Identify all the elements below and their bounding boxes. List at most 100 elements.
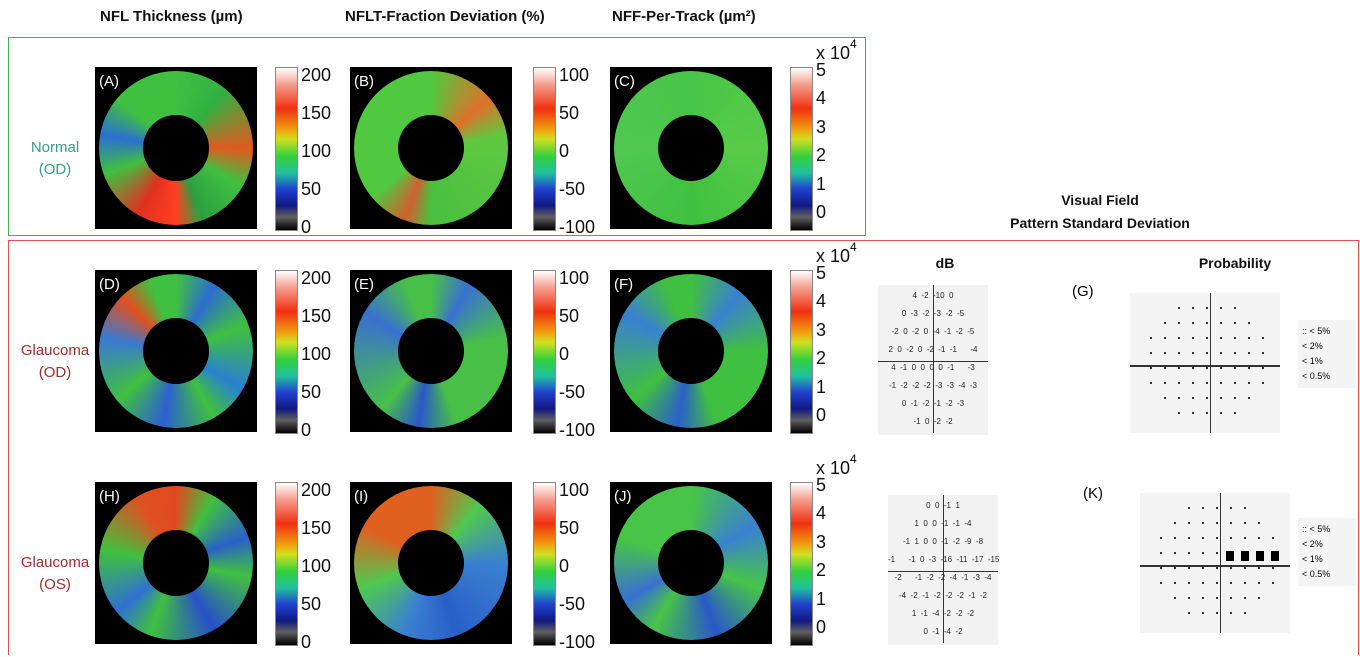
prob-dot: [1164, 367, 1166, 369]
panel-label: (E): [354, 276, 374, 293]
prob-dot: [1164, 337, 1166, 339]
column-header: NFLT-Fraction Deviation (%): [345, 8, 545, 25]
ring-hole: [398, 115, 464, 181]
row-label: Glaucoma(OD): [20, 340, 90, 384]
prob-dot: [1244, 522, 1246, 524]
prob-dot: [1230, 507, 1232, 509]
colorbar: [790, 270, 813, 434]
row-label-line: (OD): [20, 362, 90, 384]
prob-dot: [1234, 382, 1236, 384]
row-label: Normal(OD): [20, 137, 90, 181]
prob-square: [1271, 551, 1279, 561]
prob-dot: [1202, 597, 1204, 599]
prob-cross-v: [1210, 293, 1211, 433]
prob-dot: [1178, 367, 1180, 369]
colorbar-exponent: x 10: [816, 247, 850, 265]
prob-cross-h: [1130, 365, 1280, 367]
prob-dot: [1234, 337, 1236, 339]
prob-dot: [1230, 597, 1232, 599]
legend-entry: :: < 5%: [1302, 324, 1352, 339]
prob-dot: [1220, 352, 1222, 354]
prob-dot: [1258, 582, 1260, 584]
legend-entry: :: < 5%: [1302, 522, 1352, 537]
prob-dot: [1262, 337, 1264, 339]
colorbar-tick-label: 0: [559, 557, 569, 575]
colorbar-tick-label: 100: [559, 66, 589, 84]
prob-dot: [1216, 582, 1218, 584]
prob-dot: [1192, 397, 1194, 399]
prob-dot: [1164, 352, 1166, 354]
colorbar-tick-label: 5: [816, 264, 826, 282]
legend-entry: < 2%: [1302, 537, 1352, 552]
colorbar: [275, 482, 298, 646]
row-label-line: (OS): [20, 574, 90, 596]
prob-dot: [1206, 337, 1208, 339]
prob-dot: [1178, 382, 1180, 384]
panel-label: (B): [354, 73, 374, 90]
visual-field-title: Visual Field: [990, 192, 1210, 208]
colorbar: [533, 482, 556, 646]
ring-hole: [398, 530, 464, 596]
prob-dot: [1216, 612, 1218, 614]
prob-dot: [1230, 567, 1232, 569]
colorbar-tick-label: 150: [301, 519, 331, 537]
prob-dot: [1188, 597, 1190, 599]
colorbar-tick-label: 1: [816, 378, 826, 396]
prob-dot: [1178, 397, 1180, 399]
colorbar-tick-label: -50: [559, 595, 585, 613]
prob-dot: [1178, 337, 1180, 339]
panel-label: (K): [1083, 485, 1103, 502]
panel-label: (J): [614, 488, 632, 505]
prob-dot: [1206, 307, 1208, 309]
prob-dot: [1230, 582, 1232, 584]
colorbar-tick-label: 2: [816, 561, 826, 579]
prob-dot: [1192, 307, 1194, 309]
ring-map: (C): [610, 67, 772, 229]
prob-dot: [1188, 507, 1190, 509]
panel-label: (H): [99, 488, 120, 505]
probability-legend: :: < 5%< 2%< 1%< 0.5%: [1298, 320, 1356, 388]
colorbar-tick-label: 0: [559, 345, 569, 363]
prob-dot: [1244, 507, 1246, 509]
prob-square: [1226, 551, 1234, 561]
prob-dot: [1244, 612, 1246, 614]
colorbar-tick-label: 0: [559, 142, 569, 160]
db-header: dB: [925, 255, 965, 271]
prob-dot: [1234, 397, 1236, 399]
prob-dot: [1220, 307, 1222, 309]
ring-hole: [143, 115, 209, 181]
prob-dot: [1150, 337, 1152, 339]
row-label-line: (OD): [20, 159, 90, 181]
prob-dot: [1272, 567, 1274, 569]
prob-dot: [1188, 612, 1190, 614]
colorbar-tick-label: 0: [816, 618, 826, 636]
ring-map: (F): [610, 270, 772, 432]
colorbar-tick-label: 100: [301, 345, 331, 363]
colorbar-tick-label: 1: [816, 175, 826, 193]
colorbar-tick-label: 1: [816, 590, 826, 608]
prob-dot: [1160, 552, 1162, 554]
prob-dot: [1220, 412, 1222, 414]
colorbar-tick-label: 150: [301, 104, 331, 122]
colorbar-tick-label: 200: [301, 481, 331, 499]
prob-dot: [1206, 397, 1208, 399]
colorbar-tick-label: -50: [559, 180, 585, 198]
prob-square: [1241, 551, 1249, 561]
visual-field-title: Pattern Standard Deviation: [990, 215, 1210, 231]
prob-dot: [1202, 507, 1204, 509]
prob-dot: [1206, 412, 1208, 414]
legend-entry: < 2%: [1302, 339, 1352, 354]
row-label: Glaucoma(OS): [20, 552, 90, 596]
prob-dot: [1216, 552, 1218, 554]
colorbar-tick-label: 50: [559, 519, 579, 537]
prob-dot: [1220, 367, 1222, 369]
prob-dot: [1160, 582, 1162, 584]
panel-label: (A): [99, 73, 119, 90]
prob-dot: [1272, 582, 1274, 584]
colorbar-tick-label: -50: [559, 383, 585, 401]
colorbar-tick-label: 100: [559, 481, 589, 499]
prob-dot: [1192, 382, 1194, 384]
ring-map: (H): [95, 482, 257, 644]
prob-dot: [1258, 597, 1260, 599]
ring-hole: [658, 318, 724, 384]
